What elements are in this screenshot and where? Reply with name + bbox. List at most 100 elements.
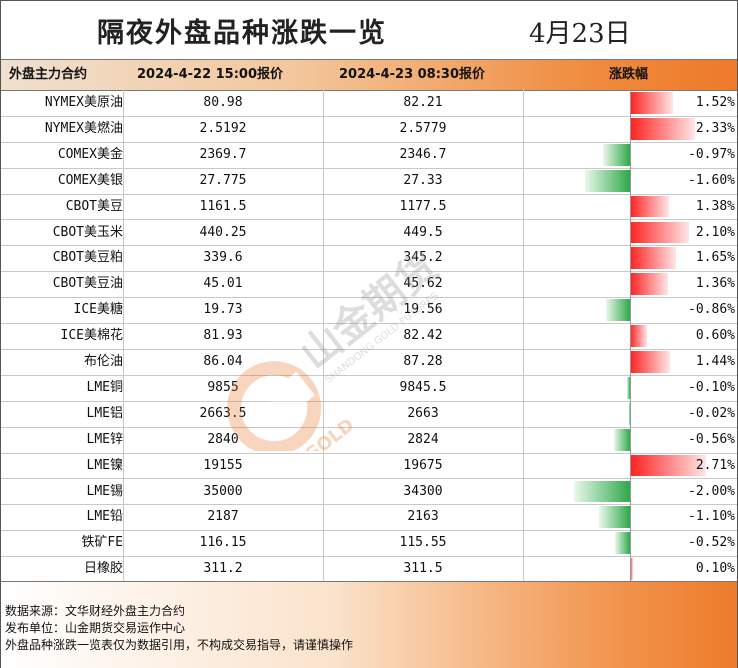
table-row: ICE美糖 19.73 19.56 -0.86%: [1, 297, 737, 325]
contract-name: 日橡胶: [83, 561, 123, 577]
change-bar-up: [630, 195, 669, 218]
change-percent: -1.60%: [688, 172, 735, 188]
price-prev: 116.15: [199, 535, 247, 551]
table-row: CBOT美玉米 440.25 449.5 2.10%: [1, 220, 737, 247]
price-curr: 449.5: [403, 224, 443, 240]
change-percent: 2.71%: [695, 457, 735, 473]
change-bar-up: [630, 221, 689, 244]
change-cell: -0.56%: [523, 427, 737, 452]
price-prev: 311.2: [203, 561, 243, 577]
change-bar-up: [630, 273, 669, 296]
change-percent: -0.02%: [688, 405, 735, 421]
price-prev: 27.775: [199, 172, 247, 188]
price-prev: 19.73: [203, 302, 243, 318]
report-date: 4月23日: [529, 19, 631, 49]
change-cell: -0.02%: [523, 401, 737, 426]
table-row: ICE美棉花 81.93 82.42 0.60%: [1, 323, 737, 350]
change-cell: 1.44%: [523, 349, 737, 374]
change-percent: -2.00%: [688, 483, 735, 499]
price-prev: 2663.5: [199, 405, 247, 421]
change-bar-up: [630, 247, 677, 270]
change-percent: 2.10%: [695, 224, 735, 240]
price-prev: 1161.5: [199, 198, 247, 214]
change-percent: -0.97%: [688, 146, 735, 162]
change-bar-up: [630, 351, 671, 373]
change-cell: 0.60%: [523, 323, 737, 348]
contract-name: NYMEX美燃油: [44, 120, 123, 136]
change-bar-up: [630, 325, 647, 347]
contract-name: CBOT美玉米: [52, 224, 123, 240]
change-cell: -1.10%: [523, 504, 737, 529]
change-percent: -0.52%: [688, 535, 735, 551]
price-prev: 19155: [203, 457, 243, 473]
table-row: 铁矿FE 116.15 115.55 -0.52%: [1, 530, 737, 558]
contract-name: COMEX美银: [57, 172, 123, 188]
change-percent: -0.56%: [688, 431, 735, 447]
price-curr: 45.62: [403, 276, 443, 292]
contract-name: LME铅: [86, 509, 123, 525]
price-prev: 2369.7: [199, 146, 247, 162]
contract-name: NYMEX美原油: [44, 95, 123, 110]
contract-name: 布伦油: [83, 354, 123, 369]
change-bar-down: [599, 506, 630, 529]
table-row: 布伦油 86.04 87.28 1.44%: [1, 349, 737, 376]
change-cell: -2.00%: [523, 479, 737, 504]
table-row: LME镍 19155 19675 2.71%: [1, 453, 737, 480]
contract-name: LME锌: [86, 431, 123, 447]
change-cell: -0.86%: [523, 297, 737, 322]
table-row: LME铜 9855 9845.5 -0.10%: [1, 375, 737, 402]
change-cell: 1.38%: [523, 194, 737, 219]
price-curr: 311.5: [403, 561, 443, 577]
contract-name: LME镍: [86, 457, 123, 473]
table-header: 外盘主力合约 2024-4-22 15:00报价 2024-4-23 08:30…: [1, 59, 737, 91]
change-percent: 1.52%: [695, 95, 735, 110]
change-bar-down: [602, 143, 630, 166]
contract-name: 铁矿FE: [81, 535, 123, 551]
change-bar-down: [614, 428, 630, 451]
change-bar-up: [630, 117, 696, 140]
change-percent: 1.65%: [695, 250, 735, 266]
bar-zero-axis: [630, 89, 631, 581]
header-contract: 外盘主力合约: [9, 67, 88, 82]
price-curr: 115.55: [399, 535, 447, 551]
change-cell: 1.36%: [523, 271, 737, 296]
price-prev: 2.5192: [199, 120, 247, 136]
header-change: 涨跌幅: [609, 67, 649, 82]
contract-name: LME铜: [86, 379, 123, 395]
change-cell: 0.10%: [523, 556, 737, 581]
change-percent: -1.10%: [688, 509, 735, 525]
price-prev: 2840: [207, 431, 239, 447]
price-curr: 345.2: [403, 250, 443, 266]
contract-name: ICE美糖: [73, 302, 123, 318]
change-bar-down: [574, 480, 630, 503]
contract-name: LME铝: [86, 405, 123, 421]
price-curr: 9845.5: [399, 379, 447, 395]
title-row: 隔夜外盘品种涨跌一览 4月23日: [1, 1, 737, 59]
column-divider: [323, 89, 324, 581]
change-cell: -1.60%: [523, 168, 737, 193]
price-curr: 82.42: [403, 328, 443, 344]
change-bar-down: [605, 299, 630, 322]
change-bar-down: [629, 402, 630, 425]
table-row: LME铅 2187 2163 -1.10%: [1, 504, 737, 532]
table-row: 日橡胶 311.2 311.5 0.10%: [1, 556, 737, 584]
table-row: CBOT美豆油 45.01 45.62 1.36%: [1, 271, 737, 299]
change-percent: 0.60%: [695, 328, 735, 344]
price-prev: 339.6: [203, 250, 243, 266]
price-prev: 45.01: [203, 276, 243, 292]
price-curr: 2824: [407, 431, 439, 447]
change-percent: 2.33%: [695, 120, 735, 136]
table-row: CBOT美豆 1161.5 1177.5 1.38%: [1, 194, 737, 221]
change-bar-up: [630, 92, 673, 114]
change-cell: 2.33%: [523, 116, 737, 141]
column-divider: [523, 89, 524, 581]
change-percent: 1.38%: [695, 198, 735, 214]
table-row: COMEX美银 27.775 27.33 -1.60%: [1, 168, 737, 195]
table-row: NYMEX美燃油 2.5192 2.5779 2.33%: [1, 116, 737, 143]
change-percent: 0.10%: [695, 561, 735, 577]
change-bar-up: [630, 454, 706, 477]
change-bar-down: [615, 532, 630, 555]
change-cell: 1.52%: [523, 90, 737, 115]
contract-name: COMEX美金: [57, 146, 123, 162]
